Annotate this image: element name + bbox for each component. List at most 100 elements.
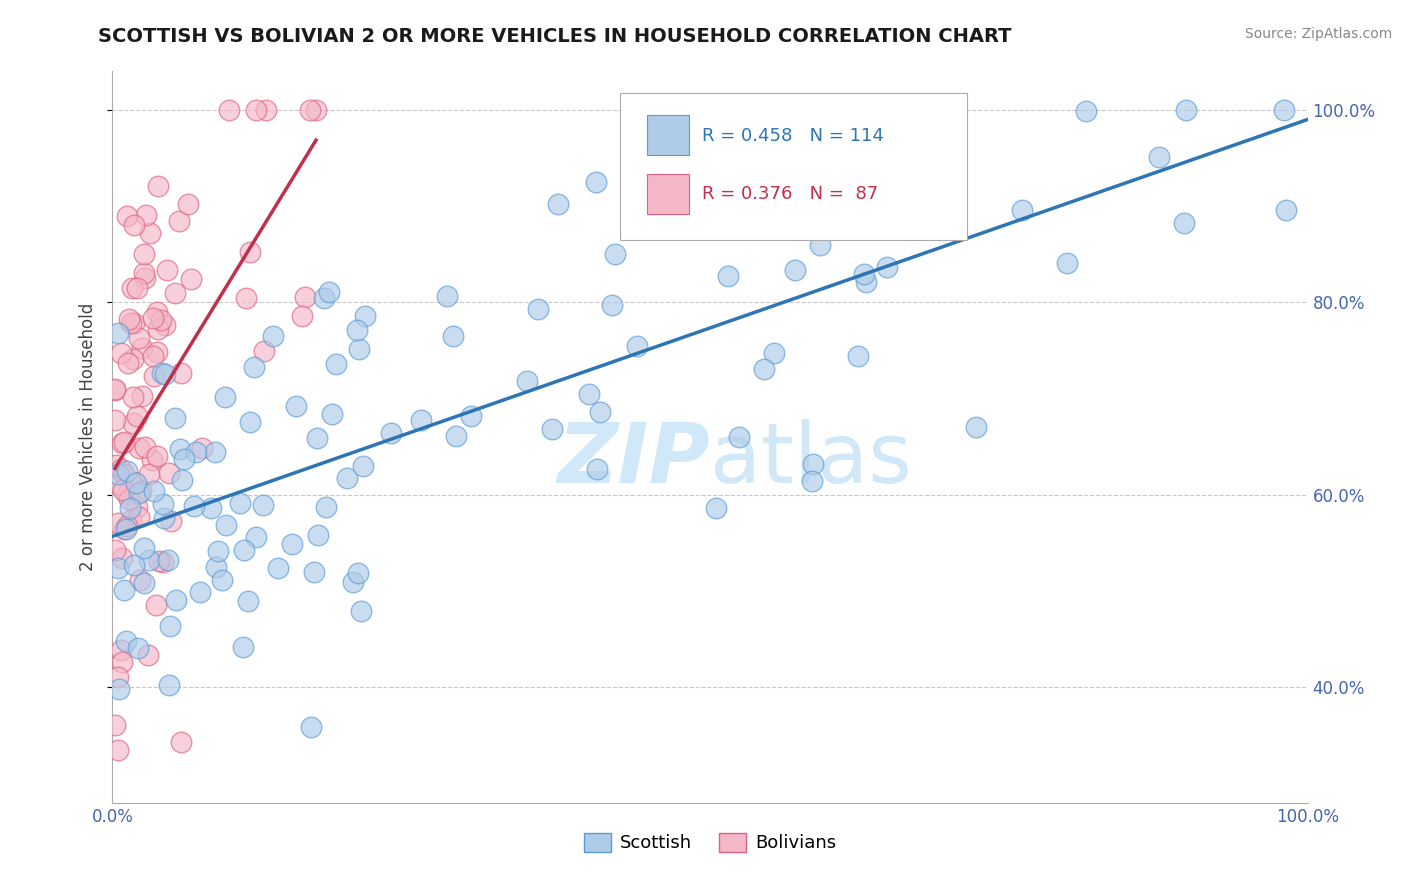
Point [122, 218, 145, 232]
Point [302, 565, 325, 579]
Point [112, 522, 135, 536]
Point [122, 352, 145, 367]
Point [242, 360, 264, 375]
Point [131, 341, 153, 355]
Point [347, 566, 370, 580]
Point [876, 260, 898, 274]
Point [131, 484, 153, 499]
Bar [647, 174, 689, 214]
Point [169, 442, 191, 456]
Point [134, 576, 156, 591]
Point [312, 291, 335, 305]
Point [188, 585, 211, 599]
Point [107, 467, 129, 482]
Point [626, 339, 648, 353]
Point [229, 496, 252, 510]
Point [1074, 104, 1097, 119]
Point [127, 500, 149, 514]
Bar [647, 115, 689, 155]
Point [352, 458, 374, 473]
Point [157, 677, 180, 691]
Point [728, 430, 751, 444]
Point [143, 483, 166, 498]
Point [139, 227, 162, 241]
Point [183, 500, 205, 514]
Point [128, 574, 150, 588]
Point [239, 416, 262, 430]
Point [107, 326, 129, 341]
Point [121, 281, 143, 295]
Point [349, 342, 371, 356]
Point [253, 343, 276, 358]
Point [1272, 103, 1295, 117]
Point [336, 470, 359, 484]
Point [111, 436, 134, 450]
Point [112, 467, 135, 481]
Point [887, 166, 910, 180]
Y-axis label: 2 or more Vehicles in Household: 2 or more Vehicles in Household [79, 303, 97, 571]
Point [170, 735, 193, 749]
Point [233, 543, 256, 558]
Point [156, 263, 179, 277]
Point [1011, 202, 1033, 217]
Point [267, 561, 290, 575]
Point [704, 500, 727, 515]
Point [142, 311, 165, 326]
Point [107, 561, 129, 575]
Point [752, 362, 775, 376]
Point [262, 328, 284, 343]
Point [547, 196, 569, 211]
Point [633, 214, 655, 228]
Point [245, 530, 267, 544]
Point [578, 387, 600, 401]
Text: ZIP: ZIP [557, 418, 710, 500]
Point [731, 191, 754, 205]
Point [232, 640, 254, 655]
Point [104, 383, 127, 397]
Point [965, 420, 987, 434]
Point [163, 410, 186, 425]
Point [146, 305, 169, 319]
Point [135, 208, 157, 222]
Point [852, 267, 875, 281]
Point [107, 516, 129, 530]
Point [111, 483, 134, 497]
Point [315, 500, 337, 515]
Point [215, 517, 238, 532]
Point [150, 367, 173, 381]
Point [325, 357, 347, 371]
Point [541, 422, 564, 436]
Point [291, 309, 314, 323]
Point [134, 440, 156, 454]
Point [254, 103, 277, 117]
Point [132, 266, 155, 280]
Point [252, 499, 274, 513]
Point [132, 247, 155, 261]
Point [298, 103, 321, 117]
Point [145, 344, 167, 359]
Point [117, 209, 139, 223]
Point [115, 487, 138, 501]
Point [141, 453, 163, 467]
Point [128, 510, 150, 524]
Point [600, 298, 623, 312]
Point [169, 366, 191, 380]
Point [1275, 203, 1298, 218]
Point [104, 718, 127, 732]
Point [637, 130, 659, 145]
Point [124, 475, 146, 490]
Point [118, 501, 141, 516]
Point [167, 214, 190, 228]
Point [111, 656, 134, 670]
Point [110, 643, 132, 657]
Point [150, 312, 173, 326]
Point [235, 291, 257, 305]
Point [115, 523, 138, 537]
Point [846, 349, 869, 363]
Point [585, 175, 607, 189]
Point [146, 178, 169, 193]
Point [122, 390, 145, 404]
Point [152, 555, 174, 569]
Point [112, 582, 135, 597]
Point [128, 485, 150, 500]
